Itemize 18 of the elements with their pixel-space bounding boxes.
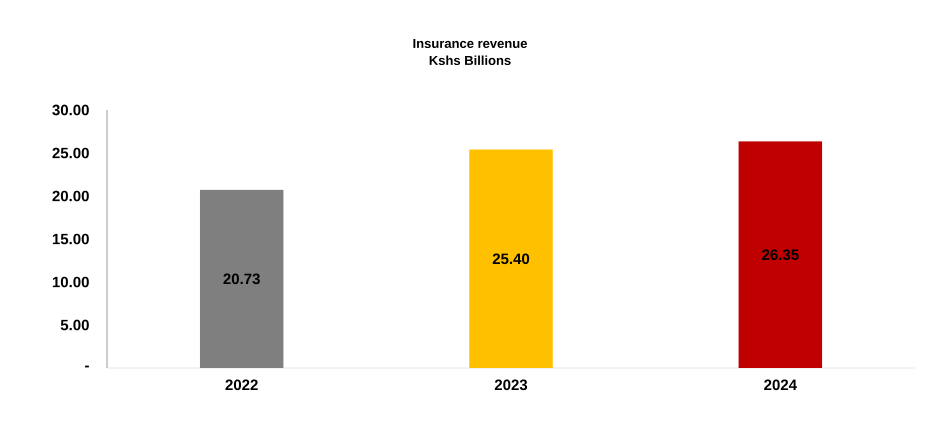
x-tick-label: 2023 bbox=[494, 380, 528, 390]
y-tick-label: 20.00 bbox=[52, 190, 89, 202]
y-tick-label: - bbox=[85, 366, 89, 368]
y-tick-label: 30.00 bbox=[52, 104, 89, 116]
y-tick-label: 15.00 bbox=[52, 234, 89, 244]
x-tick-label: 2022 bbox=[226, 380, 258, 390]
data-label: 26.35 bbox=[762, 249, 799, 260]
data-label: 20.73 bbox=[223, 274, 260, 284]
x-tick-label: 2024 bbox=[764, 380, 797, 390]
bar bbox=[200, 190, 284, 368]
y-tick-label: 10.00 bbox=[52, 276, 89, 288]
bar bbox=[738, 141, 822, 368]
y-tick-label: 5.00 bbox=[60, 320, 89, 330]
bar bbox=[469, 150, 553, 368]
chart-subtitle: Kshs Billions bbox=[430, 55, 511, 66]
chart-title: Insurance revenue bbox=[413, 38, 527, 48]
y-tick-label: 25.00 bbox=[52, 148, 89, 158]
data-label: 25.40 bbox=[492, 253, 530, 264]
